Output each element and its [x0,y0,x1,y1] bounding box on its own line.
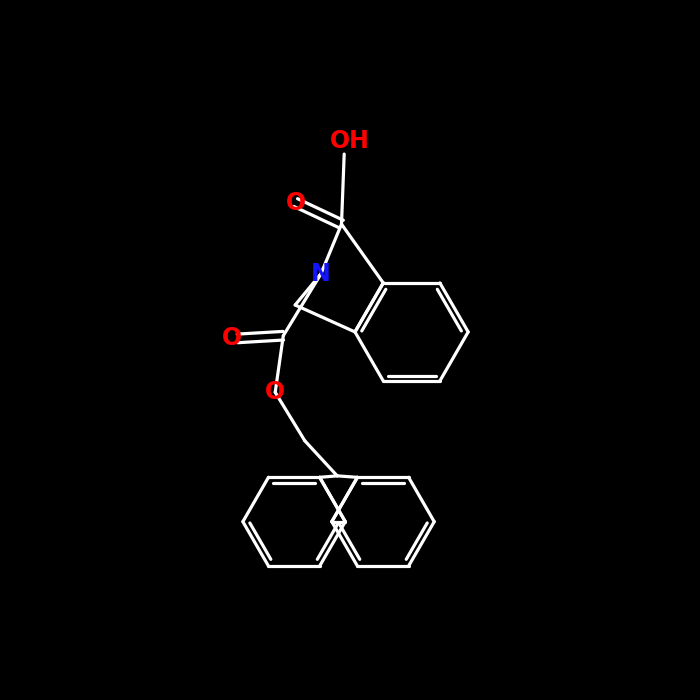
Text: N: N [311,262,331,286]
Text: O: O [286,190,306,215]
Text: O: O [265,380,286,405]
Text: O: O [222,326,242,351]
Text: OH: OH [330,129,370,153]
